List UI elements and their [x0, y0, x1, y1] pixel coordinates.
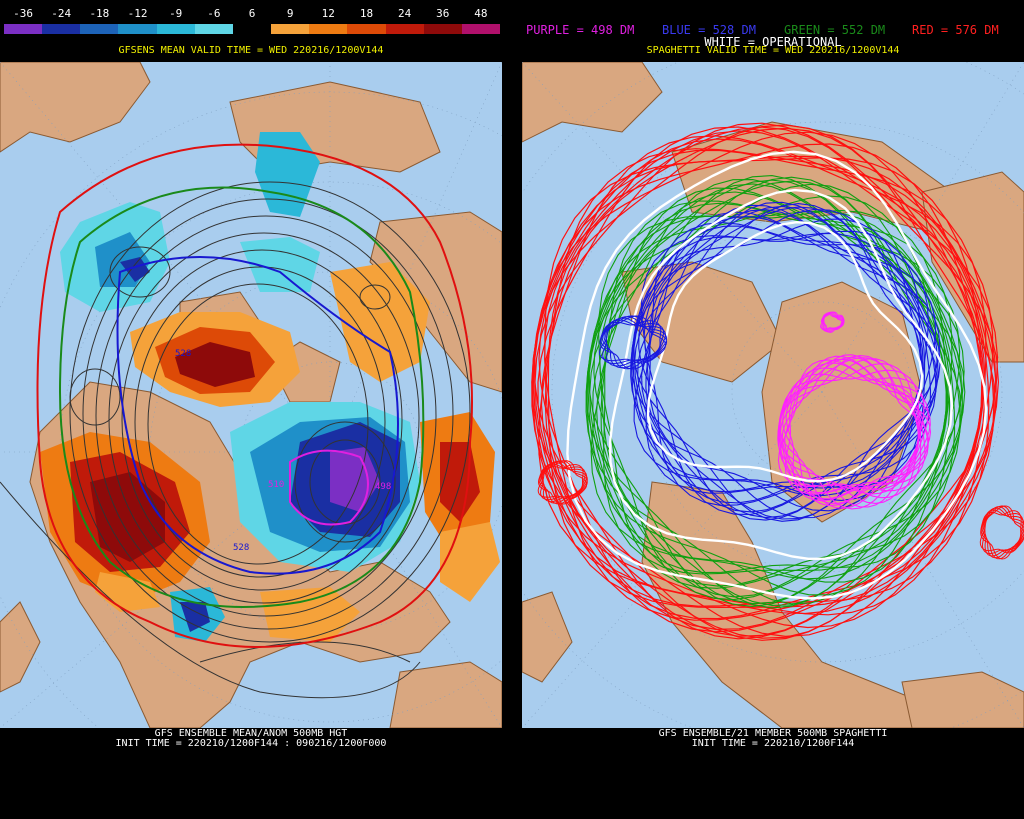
colorbar-swatch — [347, 24, 386, 34]
colorbar-swatch — [423, 24, 462, 34]
red-576-contour — [534, 122, 986, 607]
green-552-contour — [590, 180, 962, 580]
spaghetti-map — [522, 62, 1024, 728]
svg-text:498: 498 — [375, 482, 391, 492]
red-576-contour — [982, 506, 1024, 557]
red-576-contour — [537, 464, 584, 505]
red-576-contour — [544, 155, 997, 639]
colorbar-swatch — [385, 24, 424, 34]
colorbar-tick-label: 12 — [321, 7, 335, 20]
colorbar-tick-label: 18 — [359, 7, 374, 20]
colorbar-tick-label: -24 — [51, 7, 72, 20]
left-footer-line1: GFS ENSEMBLE MEAN/ANOM 500MB HGT — [154, 728, 348, 739]
legend-white: WHITE = OPERATIONAL — [704, 35, 842, 49]
purple-498-contour — [820, 313, 844, 333]
red-576-contour — [538, 463, 586, 505]
colorbar-tick-label: -6 — [207, 7, 221, 20]
blue-528-contour — [632, 203, 924, 501]
green-552-contour — [600, 200, 964, 605]
colorbar-tick-label: 24 — [397, 7, 412, 20]
red-576-contour — [980, 509, 1024, 560]
red-576-contour — [979, 505, 1024, 554]
blue-528-contour — [637, 204, 932, 504]
green-552-contour — [603, 179, 966, 575]
white-operational-contour — [608, 188, 954, 561]
right-footer-line2: INIT TIME = 220210/1200F144 — [691, 738, 855, 749]
purple-498-contour — [784, 359, 929, 505]
colorbar-swatch — [271, 24, 310, 34]
red-576-contour — [547, 126, 1000, 609]
legend-purple: PURPLE = 498 DM — [526, 23, 635, 37]
blue-528-contour — [599, 320, 662, 370]
purple-498-contour — [785, 358, 931, 502]
red-576-contour — [532, 124, 985, 616]
purple-498-contour — [778, 358, 920, 504]
svg-text:528: 528 — [233, 543, 249, 553]
colorbar-swatch — [80, 24, 119, 34]
red-576-contour — [532, 131, 984, 629]
purple-498-contour — [778, 354, 920, 499]
ensemble-mean-panel: -36 -24 -18 -12 -9 -6 6 9 12 18 24 36 48 GFSENS MEAN… — [0, 0, 502, 819]
red-576-contour — [537, 460, 588, 500]
green-552-contour — [598, 210, 963, 606]
right-footer-line1: GFS ENSEMBLE/21 MEMBER 500MB SPAGHETTI — [658, 728, 888, 739]
colorbar-tick-label: -9 — [169, 7, 183, 20]
spaghetti-panel: PURPLE = 498 DM BLUE = 528 DM GREEN = 55… — [522, 0, 1024, 819]
red-576-contour — [531, 143, 983, 638]
svg-text:510: 510 — [268, 480, 284, 490]
colorbar-swatch — [232, 24, 272, 34]
purple-498-contour — [779, 354, 922, 494]
colorbar-tick-label: -12 — [127, 7, 148, 20]
red-576-contour — [538, 127, 996, 615]
purple-498-contour — [782, 362, 929, 507]
left-footer-line2: INIT TIME = 220210/1200F144 : 090216/120… — [115, 738, 387, 749]
colorbar-swatch — [194, 24, 233, 34]
purple-498-contour — [781, 355, 926, 500]
white-operational-contour — [646, 220, 924, 483]
colorbar-tick-label: -18 — [89, 7, 110, 20]
purple-498-contour — [784, 356, 932, 495]
colorbar-tick-label: 48 — [474, 7, 488, 20]
right-valid-time-title: SPAGHETTI VALID TIME = WED 220216/1200V1… — [646, 45, 900, 56]
colorbar-swatch — [461, 24, 501, 34]
colorbar-swatch — [4, 24, 43, 34]
svg-text:528: 528 — [175, 349, 191, 359]
blue-528-contour — [600, 319, 665, 370]
purple-498-contour — [777, 363, 919, 508]
ensemble-mean-map: 528 528 498 510 — [0, 62, 502, 728]
red-576-contour — [538, 138, 994, 633]
green-552-contour — [587, 176, 949, 583]
colorbar-tick-label: -36 — [13, 7, 33, 20]
blue-528-contour — [603, 316, 668, 367]
left-valid-time-title: GFSENS MEAN VALID TIME = WED 220216/1200… — [118, 45, 384, 56]
colorbar-swatch — [118, 24, 157, 34]
red-576-contour — [980, 510, 1022, 560]
colorbar-tick-label: 9 — [286, 7, 294, 20]
anomaly-colorbar — [4, 24, 501, 34]
blue-528-contour — [598, 315, 667, 364]
legend-red: RED = 576 DM — [912, 23, 999, 37]
legend-green: GREEN = 552 DM — [784, 23, 886, 37]
green-552-contour — [596, 187, 961, 598]
colorbar-ticks: -36 -24 -18 -12 -9 -6 6 9 12 18 24 36 48 — [0, 8, 502, 20]
colorbar-tick-label: 36 — [436, 7, 450, 20]
green-552-contour — [586, 183, 948, 596]
white-operational-contour — [566, 150, 988, 600]
colorbar-swatch — [42, 24, 81, 34]
legend-blue: BLUE = 528 DM — [662, 23, 756, 37]
green-552-contour — [589, 175, 951, 574]
green-552-contour — [585, 195, 947, 605]
colorbar-tick-label: 6 — [248, 7, 256, 20]
colorbar-swatch — [309, 24, 348, 34]
colorbar-swatch — [156, 24, 195, 34]
